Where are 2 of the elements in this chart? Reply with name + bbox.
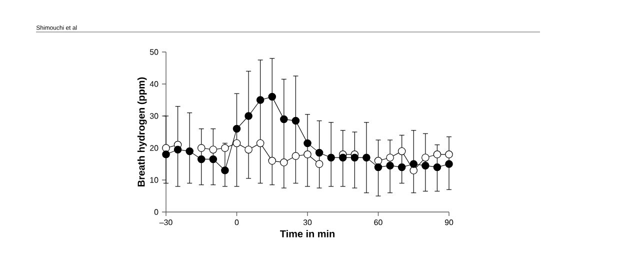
y-axis-title: Breath hydrogen (ppm) (137, 77, 147, 186)
x-axis-title: Time in min (280, 230, 334, 238)
